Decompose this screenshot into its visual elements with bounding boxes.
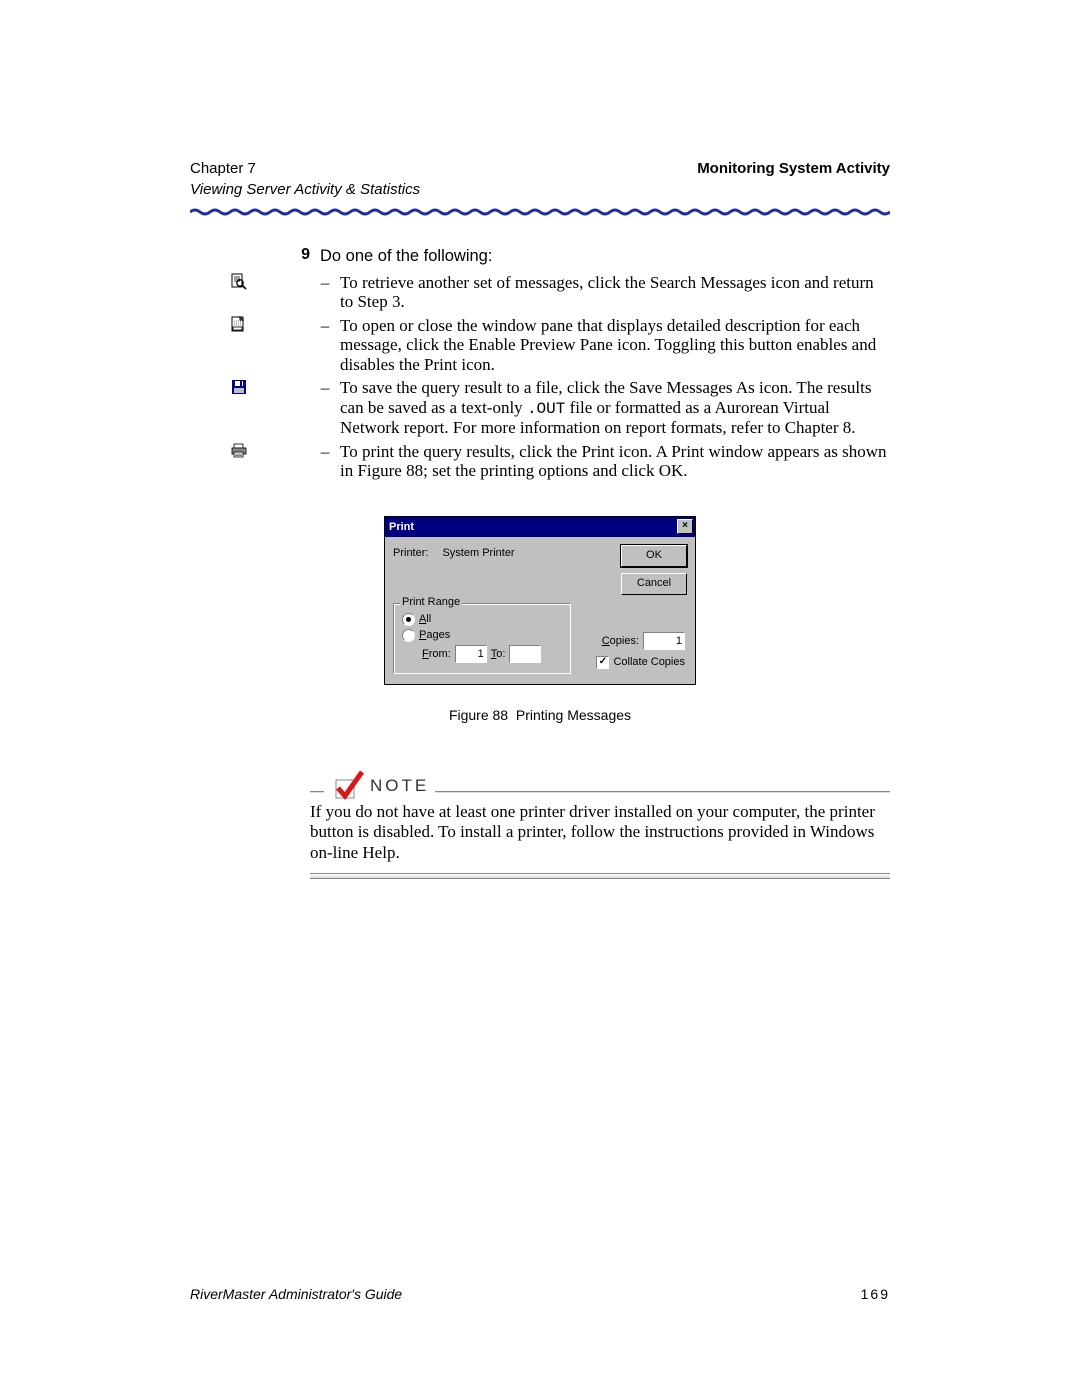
- bullet-row: – To open or close the window pane that …: [190, 316, 890, 375]
- bullet-text-mono: .OUT: [527, 400, 565, 418]
- copies-input[interactable]: 1: [643, 632, 685, 650]
- from-input[interactable]: 1: [455, 645, 487, 663]
- bullet-text: To print the query results, click the Pr…: [340, 442, 890, 481]
- printer-value: System Printer: [442, 547, 514, 559]
- chapter-label: Chapter 7: [190, 160, 256, 177]
- bullet-row: – To save the query result to a file, cl…: [190, 378, 890, 437]
- bullet-dash: –: [310, 316, 340, 336]
- printer-line: Printer: System Printer: [393, 545, 515, 559]
- figure-label: Figure 88: [449, 707, 508, 723]
- document-page: Chapter 7 Monitoring System Activity Vie…: [0, 0, 1080, 1397]
- bullet-row: – To retrieve another set of messages, c…: [190, 273, 890, 312]
- pages-range-row: From: 1 To:: [422, 645, 562, 663]
- printer-label: Printer:: [393, 547, 428, 559]
- print-range-fieldset: Print Range All Pages From: 1 To:: [393, 603, 571, 674]
- radio-icon: [402, 613, 415, 626]
- close-icon[interactable]: ×: [677, 519, 693, 534]
- cancel-button[interactable]: Cancel: [621, 573, 687, 595]
- bullet-dash: –: [310, 442, 340, 462]
- print-icon: [230, 442, 248, 460]
- print-dialog-figure: Print × Printer: System Printer OK Cance…: [190, 516, 890, 685]
- bullet-dash: –: [310, 378, 340, 398]
- bullet-dash: –: [310, 273, 340, 293]
- note-bottom-rule: [310, 873, 890, 879]
- page-footer: RiverMaster Administrator's Guide 169: [190, 1286, 890, 1302]
- section-title: Monitoring System Activity: [697, 160, 890, 177]
- note-block: NOTE If you do not have at least one pri…: [310, 768, 890, 879]
- preview-pane-icon: [230, 316, 248, 334]
- page-header: Chapter 7 Monitoring System Activity: [190, 160, 890, 177]
- dialog-titlebar: Print ×: [385, 517, 695, 537]
- save-icon: [230, 378, 248, 396]
- step-row: 9 Do one of the following:: [190, 246, 890, 267]
- checkmark-icon: [330, 768, 364, 802]
- search-messages-icon: [230, 273, 248, 291]
- checkbox-icon: ✓: [596, 656, 609, 669]
- copies-group: Copies: 1 ✓ Collate Copies: [596, 632, 685, 672]
- figure-text: Printing Messages: [516, 707, 631, 723]
- radio-pages[interactable]: Pages: [402, 629, 562, 642]
- step-number: 9: [280, 246, 320, 264]
- dialog-title: Print: [389, 521, 414, 533]
- bullet-row: – To print the query results, click the …: [190, 442, 890, 481]
- note-body: If you do not have at least one printer …: [310, 802, 890, 863]
- radio-icon: [402, 629, 415, 642]
- collate-label: Collate Copies: [613, 656, 685, 668]
- note-label: NOTE: [370, 776, 429, 796]
- print-dialog: Print × Printer: System Printer OK Cance…: [384, 516, 696, 685]
- to-input[interactable]: [509, 645, 541, 663]
- bullet-text: To save the query result to a file, clic…: [340, 378, 890, 437]
- bullet-text: To open or close the window pane that di…: [340, 316, 890, 375]
- collate-checkbox-row[interactable]: ✓ Collate Copies: [596, 656, 685, 669]
- header-wave-rule: [190, 208, 890, 216]
- figure-caption: Figure 88 Printing Messages: [190, 707, 890, 723]
- radio-all[interactable]: All: [402, 613, 562, 626]
- subsection-title: Viewing Server Activity & Statistics: [190, 181, 890, 198]
- print-range-legend: Print Range: [400, 596, 462, 608]
- step-intro: Do one of the following:: [320, 246, 890, 267]
- footer-guide: RiverMaster Administrator's Guide: [190, 1286, 402, 1302]
- bullet-text: To retrieve another set of messages, cli…: [340, 273, 890, 312]
- ok-button[interactable]: OK: [621, 545, 687, 567]
- page-number: 169: [861, 1286, 890, 1302]
